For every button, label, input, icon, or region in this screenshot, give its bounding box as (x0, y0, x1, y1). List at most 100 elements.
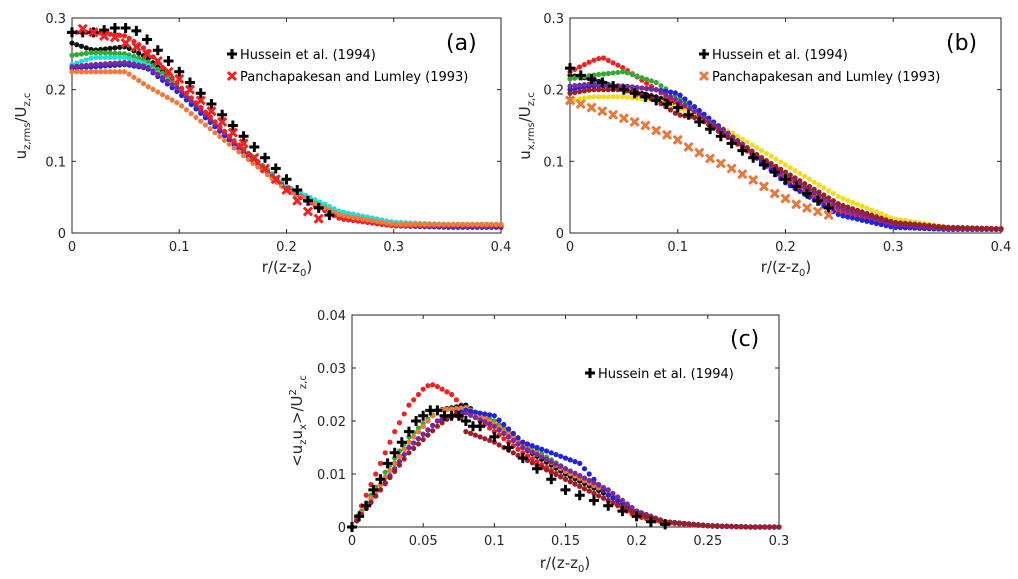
data-point (112, 45, 118, 51)
data-point (581, 466, 588, 472)
data-point (434, 418, 440, 424)
data-point (401, 446, 407, 452)
data-point (159, 75, 166, 81)
data-point (401, 451, 407, 458)
plus-marker (217, 109, 228, 120)
data-point (226, 141, 232, 147)
data-point (449, 406, 455, 412)
plus-marker (475, 421, 486, 432)
data-point (849, 199, 856, 206)
x-tick-label: 0.25 (693, 534, 722, 549)
data-point (534, 451, 540, 458)
data-point (672, 520, 678, 526)
plus-marker (726, 138, 737, 149)
data-point (140, 81, 147, 87)
legend-label-panchapakesan-a: Panchapakesan and Lumley (1993) (240, 70, 468, 85)
plus-marker (354, 511, 365, 522)
data-point (78, 58, 85, 64)
data-point (102, 69, 108, 75)
data-point (610, 495, 616, 501)
plus-marker (109, 23, 120, 34)
plus-marker (403, 426, 414, 437)
data-point (78, 43, 85, 49)
plus-marker (603, 500, 614, 511)
data-point (615, 69, 621, 76)
data-point (439, 420, 445, 426)
x-marker (195, 95, 206, 106)
data-point (83, 69, 89, 75)
data-point (558, 474, 564, 480)
data-point (491, 413, 497, 419)
data-point (436, 221, 442, 227)
data-point (619, 497, 626, 504)
plus-marker (597, 77, 608, 88)
data-point (468, 430, 474, 436)
data-point (620, 94, 626, 100)
data-point (639, 85, 645, 91)
data-point (691, 104, 698, 110)
data-point (596, 87, 602, 93)
data-point (117, 60, 123, 66)
data-point (207, 126, 213, 132)
data-point (520, 439, 526, 445)
data-point (835, 211, 841, 217)
data-point (336, 211, 342, 218)
data-point (326, 203, 332, 210)
data-point (396, 420, 403, 426)
data-point (605, 70, 611, 77)
data-point (691, 108, 698, 115)
data-point (701, 111, 707, 117)
x-marker (281, 184, 292, 196)
data-point (534, 444, 540, 451)
legend-a: Hussein et al. (1994) Panchapakesan and … (226, 48, 468, 85)
legend-marker-panchapakesan-b (698, 70, 710, 82)
data-point (140, 57, 147, 63)
plus-marker (281, 174, 292, 185)
data-point (78, 63, 85, 69)
plus-marker (163, 56, 174, 66)
data-point (586, 471, 592, 477)
data-point (369, 218, 375, 224)
data-point (586, 87, 592, 93)
data-point (778, 159, 784, 165)
data-point (581, 486, 588, 492)
data-point (401, 456, 407, 462)
data-point (605, 87, 611, 93)
data-point (610, 490, 616, 497)
data-point (198, 104, 204, 111)
x-marker (586, 102, 597, 113)
data-point (658, 83, 664, 89)
data-point (667, 107, 674, 113)
data-point (411, 440, 417, 446)
markers-hussein (347, 405, 671, 532)
x-tick-label: 0 (566, 240, 574, 255)
x-marker (142, 48, 153, 59)
plus-marker (780, 174, 791, 185)
plus-marker (411, 416, 422, 426)
x-marker (769, 188, 780, 199)
data-point (572, 83, 578, 89)
data-point (644, 76, 650, 82)
plus-marker (640, 91, 651, 102)
data-point (117, 54, 123, 61)
data-point (586, 59, 592, 65)
data-point (869, 219, 875, 225)
data-point (776, 524, 782, 530)
data-point (520, 444, 526, 451)
data-point (864, 205, 870, 211)
data-point (98, 50, 104, 56)
series-orange (69, 69, 504, 227)
data-point (562, 466, 569, 472)
data-point (488, 221, 495, 227)
plus-marker (302, 195, 313, 206)
data-point (878, 211, 884, 217)
data-point (121, 59, 128, 66)
plus-marker (489, 431, 500, 442)
data-point (368, 499, 374, 505)
data-point (816, 189, 822, 195)
ticks-a: 0 0.1 0.2 0.3 0.4 0 0.1 0.2 0.3 (45, 12, 511, 255)
data-point (83, 62, 89, 68)
data-point (112, 69, 118, 75)
x-marker (206, 106, 217, 117)
data-point (231, 145, 237, 151)
